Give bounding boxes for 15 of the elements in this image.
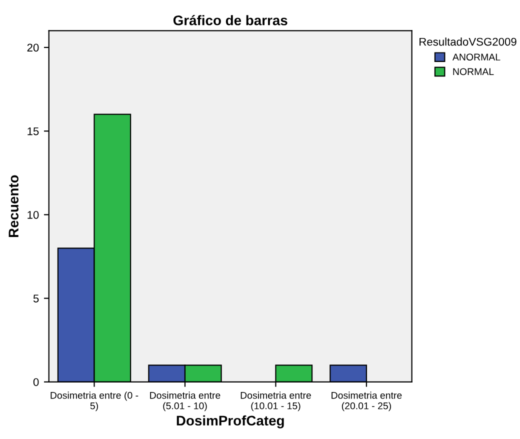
x-tick-label: Dosimetria entre (0 - 5) [50,392,138,412]
y-tick-label: 5 [33,294,39,302]
y-tick-label: 10 [28,210,39,219]
legend-label: ANORMAL [452,54,500,61]
y-tick-label: 15 [28,127,39,136]
x-tick-label: Dosimetria entre (5.01 - 10) [150,392,220,412]
x-tick-label: Dosimetria entre (10.01 - 15) [240,392,311,412]
y-tick-label: 20 [27,44,39,52]
y-axis-title: Recuento [8,175,18,238]
x-tick-label: Dosimetria entre (20.01 - 25) [332,392,402,412]
chart-title: Gráfico de barras [173,14,288,26]
legend-title: ResultadoVSG2009 [420,38,516,46]
legend-label: NORMAL [453,68,494,76]
y-tick-label: 0 [33,378,39,386]
x-axis-title: DosimProfCateg [176,415,284,428]
